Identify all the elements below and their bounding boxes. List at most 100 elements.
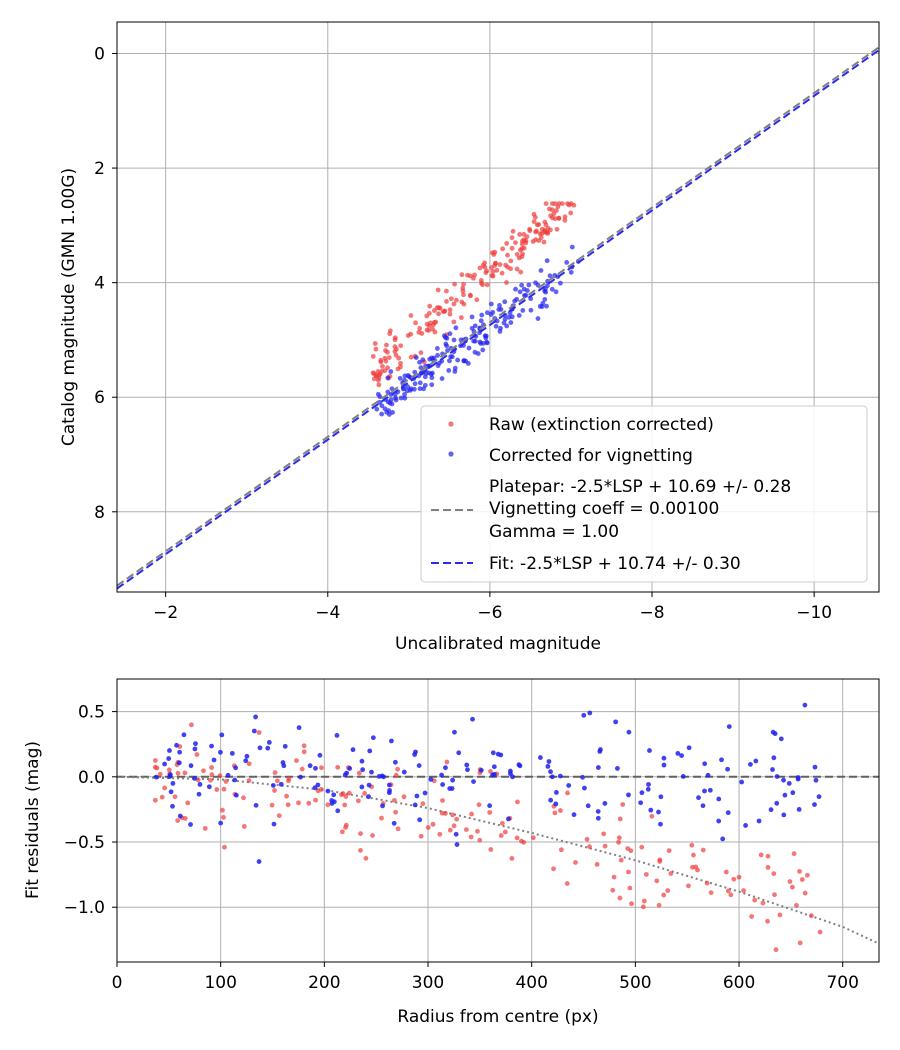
corrected-residual-point — [166, 756, 172, 761]
corrected-point — [502, 299, 508, 305]
raw-residual-point — [787, 879, 793, 884]
legend-fit-label: Fit: -2.5*LSP + 10.74 +/- 0.30 — [489, 554, 741, 574]
raw-point — [461, 281, 466, 287]
raw-residual-point — [439, 810, 445, 816]
raw-residual-point — [773, 947, 779, 953]
raw-point — [490, 269, 496, 275]
raw-residual-point — [643, 872, 649, 877]
raw-residual-point — [182, 770, 188, 776]
corrected-residual-point — [391, 820, 397, 826]
raw-residual-point — [275, 778, 280, 784]
raw-residual-point — [175, 770, 181, 776]
raw-point — [384, 342, 389, 348]
raw-point — [534, 222, 540, 228]
corrected-residual-point — [334, 733, 340, 738]
raw-point — [531, 211, 537, 217]
corrected-residual-point — [218, 749, 223, 755]
raw-residual-point — [502, 829, 508, 835]
corrected-residual-point — [192, 776, 197, 781]
raw-point — [461, 301, 467, 307]
raw-residual-point — [241, 795, 246, 801]
raw-point — [386, 355, 392, 360]
corrected-residual-point — [753, 758, 759, 764]
raw-residual-point — [272, 770, 278, 775]
corrected-residual-point — [772, 731, 778, 737]
raw-residual-point — [296, 800, 301, 806]
raw-point — [554, 226, 560, 232]
corrected-residual-point — [646, 782, 651, 787]
corrected-residual-point — [366, 794, 371, 800]
raw-point — [527, 226, 533, 232]
corrected-point — [526, 282, 532, 288]
top-x-tick-label: −8 — [639, 603, 664, 623]
raw-residual-point — [704, 880, 710, 886]
corrected-residual-point — [270, 783, 276, 788]
corrected-point — [429, 382, 435, 388]
corrected-residual-point — [347, 766, 353, 771]
raw-point — [437, 305, 443, 311]
corrected-point — [417, 380, 423, 386]
corrected-residual-point — [170, 803, 175, 809]
raw-point — [541, 239, 547, 245]
corrected-residual-point — [816, 794, 822, 800]
corrected-residual-point — [359, 758, 365, 764]
raw-residual-point — [430, 821, 436, 827]
raw-residual-point — [319, 765, 324, 771]
corrected-residual-point — [686, 745, 692, 751]
raw-residual-point — [189, 722, 194, 728]
corrected-residual-point — [566, 783, 572, 788]
raw-residual-point — [559, 847, 564, 853]
raw-residual-point — [476, 802, 482, 808]
corrected-residual-point — [167, 748, 172, 753]
raw-residual-point — [469, 811, 474, 817]
bottom-axes-frame — [116, 678, 880, 963]
raw-residual-point — [627, 885, 633, 891]
corrected-residual-point — [282, 743, 288, 749]
raw-residual-point — [741, 888, 746, 893]
raw-residual-point — [437, 831, 443, 837]
raw-point — [436, 311, 441, 317]
corrected-point — [543, 289, 549, 295]
raw-residual-point — [573, 860, 578, 865]
corrected-point — [488, 301, 494, 307]
raw-residual-point — [661, 892, 667, 898]
corrected-point — [412, 381, 418, 387]
corrected-residual-point — [153, 774, 159, 780]
raw-point — [471, 275, 476, 281]
raw-point — [452, 281, 457, 287]
corrected-point — [393, 395, 398, 401]
raw-residual-point — [665, 888, 671, 893]
corrected-residual-point — [725, 810, 731, 816]
raw-residual-point — [602, 843, 608, 849]
legend-corrected-label: Corrected for vignetting — [489, 446, 693, 466]
raw-residual-point — [325, 802, 331, 808]
corrected-point — [388, 369, 394, 374]
top-x-tick-label: −2 — [153, 603, 178, 623]
corrected-point — [508, 320, 514, 325]
raw-residual-point — [488, 847, 494, 852]
corrected-point — [557, 280, 563, 286]
raw-point — [521, 245, 527, 251]
corrected-residual-point — [359, 784, 365, 790]
corrected-point — [501, 320, 507, 326]
raw-residual-point — [654, 878, 660, 884]
corrected-residual-point — [553, 801, 559, 807]
raw-point — [395, 366, 401, 372]
raw-residual-point — [306, 800, 312, 806]
corrected-residual-point — [675, 750, 681, 756]
raw-point — [509, 245, 515, 251]
corrected-residual-point — [296, 725, 302, 731]
corrected-point — [535, 316, 541, 321]
corrected-residual-point — [582, 785, 587, 791]
raw-residual-point — [641, 898, 647, 904]
raw-residual-point — [611, 874, 617, 880]
corrected-residual-point — [229, 750, 235, 756]
raw-residual-point — [343, 822, 349, 828]
corrected-point — [385, 375, 391, 381]
corrected-point — [484, 340, 490, 346]
raw-residual-point — [395, 826, 401, 832]
corrected-residual-point — [366, 782, 372, 788]
corrected-point — [413, 355, 419, 360]
corrected-residual-point — [778, 736, 784, 742]
corrected-residual-point — [392, 759, 398, 765]
